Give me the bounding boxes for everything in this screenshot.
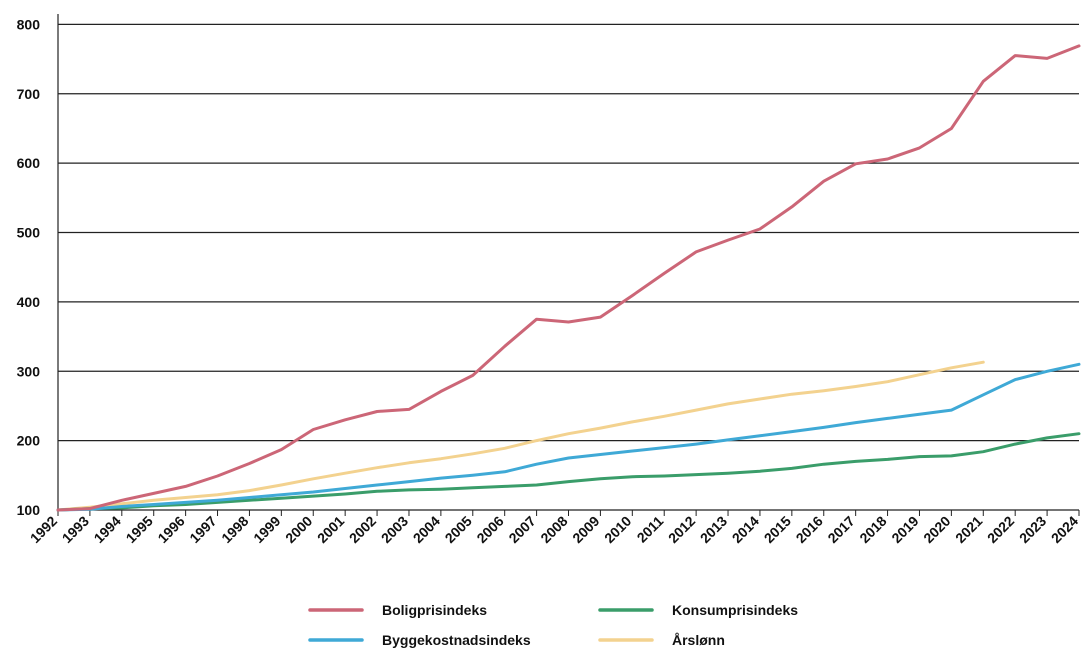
x-tick-label: 2013 — [697, 513, 730, 546]
x-tick-label: 1993 — [59, 513, 92, 546]
y-tick-label: 500 — [17, 225, 41, 241]
x-tick-label: 2023 — [1016, 513, 1049, 546]
x-tick-label: 2006 — [473, 513, 506, 546]
x-tick-label: 2011 — [634, 513, 667, 546]
y-tick-labels: 100 200 300 400 500 600 700 800 — [17, 16, 41, 518]
x-tick-label: 2007 — [505, 513, 538, 546]
x-tick-label: 2000 — [282, 513, 315, 546]
x-tick-label: 1999 — [250, 513, 283, 546]
x-tick-label: 2019 — [888, 513, 921, 546]
x-tick-label: 2015 — [761, 513, 794, 546]
x-tick-label: 2017 — [824, 513, 857, 546]
y-tick-label: 100 — [17, 502, 41, 518]
x-tick-label: 2018 — [856, 513, 889, 546]
x-tick-label: 2009 — [569, 513, 602, 546]
series-line-konsumprisindeks — [56, 432, 1081, 512]
x-tick-label: 2003 — [378, 513, 411, 546]
series-line--rsl-nn — [56, 360, 985, 512]
series-layer — [56, 44, 1081, 512]
legend: Boligprisindeks Byggekostnadsindeks Konsum… — [308, 602, 798, 648]
y-tick-label: 400 — [17, 294, 41, 310]
legend-item: Byggekostnadsindeks — [308, 632, 531, 648]
legend-label: Byggekostnadsindeks — [382, 632, 531, 648]
x-tick-label: 2016 — [793, 513, 826, 546]
x-tick-label: 2012 — [665, 513, 698, 546]
legend-item: Årslønn — [598, 632, 725, 648]
x-tick-label: 2021 — [952, 513, 985, 546]
x-tick-label: 1996 — [154, 513, 187, 546]
x-tick-label: 1997 — [186, 513, 219, 546]
x-tick-label: 1995 — [122, 513, 155, 546]
axis-layer — [57, 14, 1080, 516]
legend-item: Konsumprisindeks — [598, 602, 798, 618]
y-tick-label: 700 — [17, 86, 41, 102]
x-tick-label: 2004 — [410, 513, 443, 546]
grid-layer — [58, 23, 1079, 442]
y-tick-label: 300 — [17, 363, 41, 379]
x-tick-label: 2024 — [1048, 513, 1081, 546]
x-tick-label: 1994 — [91, 513, 124, 546]
series-line-byggekostnadsindeks — [56, 362, 1081, 512]
series-line-boligprisindeks — [56, 44, 1081, 512]
legend-item: Boligprisindeks — [308, 602, 487, 618]
x-tick-label: 2010 — [601, 513, 634, 546]
x-tick-label: 2001 — [314, 513, 347, 546]
x-tick-label: 2002 — [346, 513, 379, 546]
x-tick-label: 2014 — [729, 513, 762, 546]
y-tick-label: 200 — [17, 433, 41, 449]
legend-label: Boligprisindeks — [382, 602, 487, 618]
x-tick-label: 2005 — [442, 513, 475, 546]
x-tick-labels: 1992199319941995199619971998199920002001… — [27, 513, 1081, 546]
y-tick-label: 800 — [17, 16, 41, 32]
x-tick-label: 2008 — [537, 513, 570, 546]
legend-label: Årslønn — [672, 632, 725, 648]
x-tick-label: 2022 — [984, 513, 1017, 546]
legend-label: Konsumprisindeks — [672, 602, 798, 618]
x-tick-label: 1998 — [218, 513, 251, 546]
x-tick-label: 2020 — [920, 513, 953, 546]
y-tick-label: 600 — [17, 155, 41, 171]
